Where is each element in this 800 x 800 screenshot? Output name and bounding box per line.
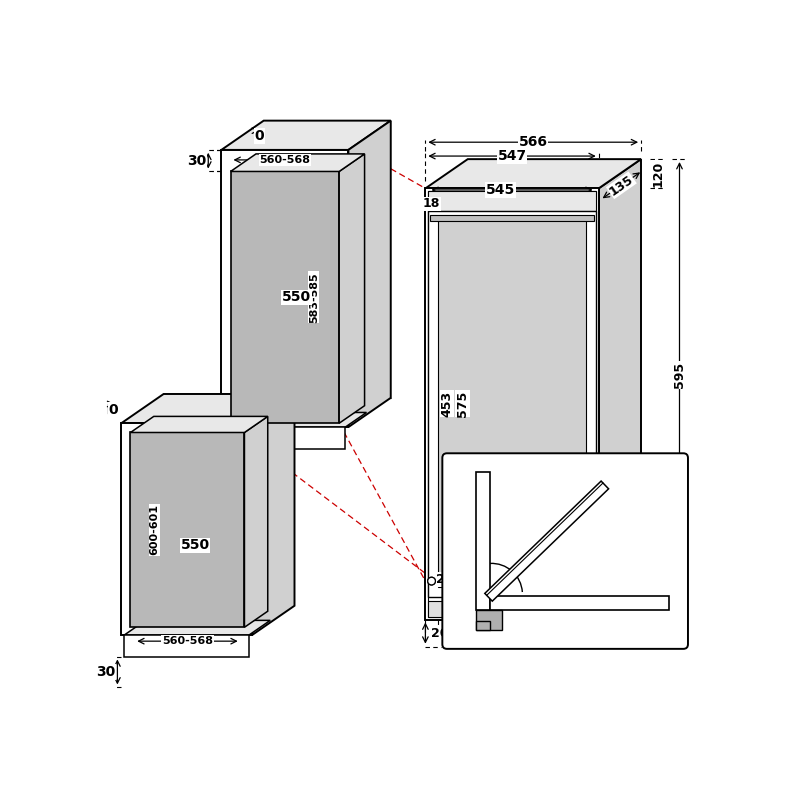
Bar [429, 601, 595, 617]
Text: 450: 450 [565, 473, 594, 486]
Bar [476, 621, 490, 630]
Text: 583-585: 583-585 [309, 272, 318, 322]
Text: 135: 135 [607, 173, 636, 198]
Text: 453: 453 [441, 390, 454, 417]
Text: 0: 0 [109, 403, 118, 417]
Text: 575: 575 [456, 390, 469, 417]
Bar [438, 220, 586, 587]
Text: 560-568: 560-568 [162, 636, 213, 646]
Bar [426, 189, 598, 619]
Polygon shape [230, 154, 365, 171]
Polygon shape [130, 416, 268, 433]
Text: 18: 18 [423, 198, 440, 210]
Text: 600-601: 600-601 [150, 504, 159, 555]
Bar [429, 191, 595, 617]
Bar [430, 214, 594, 221]
Polygon shape [245, 416, 268, 627]
Bar [230, 171, 339, 423]
Polygon shape [222, 121, 390, 150]
Text: 89°: 89° [518, 550, 542, 564]
Circle shape [428, 578, 435, 585]
Polygon shape [122, 394, 294, 423]
Polygon shape [252, 394, 294, 635]
Text: 2: 2 [437, 573, 445, 586]
Text: 595: 595 [504, 622, 533, 636]
Text: 595: 595 [673, 362, 686, 388]
Text: 550: 550 [181, 538, 210, 552]
Bar [429, 210, 595, 597]
Bar [122, 423, 252, 635]
Polygon shape [485, 481, 609, 601]
Bar [222, 150, 349, 427]
Polygon shape [349, 121, 390, 427]
Text: 547: 547 [498, 149, 526, 163]
Text: 545: 545 [486, 183, 515, 197]
Text: 4: 4 [656, 618, 665, 630]
Circle shape [428, 578, 435, 585]
Text: 566: 566 [518, 135, 548, 149]
Polygon shape [426, 159, 641, 188]
Text: 0: 0 [254, 129, 264, 143]
Bar [130, 433, 245, 627]
Text: 0: 0 [577, 601, 586, 614]
Bar [476, 472, 490, 610]
Bar [429, 191, 595, 210]
Text: 30: 30 [187, 154, 206, 168]
FancyBboxPatch shape [442, 454, 688, 649]
Polygon shape [339, 154, 365, 423]
Bar [476, 610, 502, 630]
Bar [225, 427, 346, 449]
Bar [490, 596, 670, 610]
Bar [124, 635, 249, 657]
Text: 30: 30 [96, 665, 115, 679]
Polygon shape [124, 620, 270, 635]
Text: 120: 120 [651, 161, 665, 186]
Polygon shape [225, 413, 366, 427]
Polygon shape [598, 159, 641, 619]
Text: 20: 20 [430, 626, 448, 639]
Text: 560-568: 560-568 [259, 155, 310, 165]
Text: 550: 550 [282, 290, 311, 304]
